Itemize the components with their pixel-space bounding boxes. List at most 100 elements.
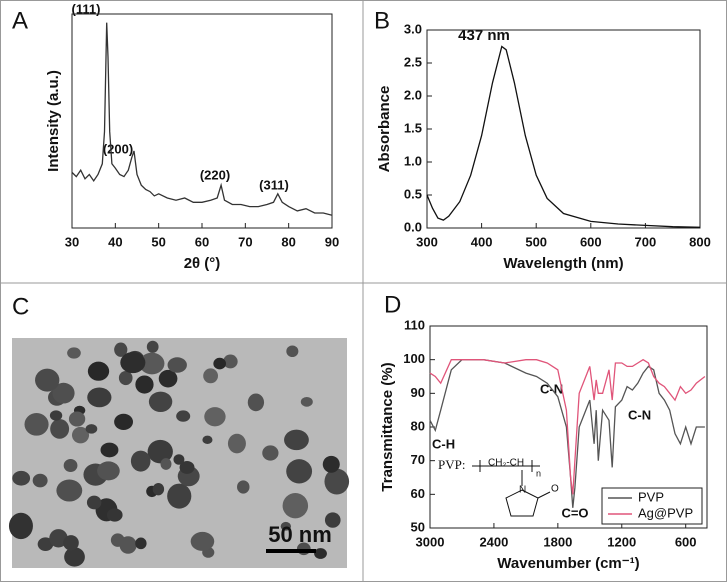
particle bbox=[106, 508, 123, 522]
x-tick-label: 400 bbox=[471, 234, 493, 249]
particle bbox=[97, 461, 120, 481]
scale-bar bbox=[266, 549, 316, 553]
y-tick-label: 70 bbox=[411, 452, 425, 467]
panel-label: A bbox=[12, 7, 28, 34]
particle bbox=[213, 357, 226, 370]
annotation: (311) bbox=[259, 177, 289, 192]
particle bbox=[52, 382, 75, 404]
particle bbox=[204, 407, 226, 427]
x-tick-label: 500 bbox=[525, 234, 547, 249]
particle bbox=[148, 391, 173, 412]
particle bbox=[120, 351, 146, 374]
x-axis-label: 2θ (°) bbox=[184, 255, 221, 272]
y-tick-label: 1.5 bbox=[404, 120, 422, 135]
particle bbox=[286, 459, 313, 484]
y-tick-label: 1.0 bbox=[404, 153, 422, 168]
x-tick-label: 800 bbox=[689, 234, 711, 249]
particle bbox=[49, 410, 63, 421]
y-tick-label: 110 bbox=[404, 317, 425, 332]
particle bbox=[56, 479, 83, 502]
annotation: (111) bbox=[72, 1, 101, 16]
structure-text: n bbox=[536, 468, 541, 478]
structure-text: CH₂-CH bbox=[488, 458, 524, 469]
y-axis-label: Transmittance (%) bbox=[379, 362, 396, 491]
particle bbox=[167, 483, 192, 509]
particle bbox=[203, 368, 218, 384]
legend-label: Ag@PVP bbox=[638, 505, 693, 520]
particle bbox=[114, 342, 128, 357]
annotation: (220) bbox=[200, 167, 230, 182]
panel-label: B bbox=[374, 7, 390, 34]
particle bbox=[247, 393, 265, 412]
particle bbox=[147, 439, 173, 464]
legend-box bbox=[601, 487, 703, 525]
panel-label: C bbox=[12, 293, 29, 320]
particle bbox=[286, 345, 299, 358]
panel-label: D bbox=[384, 291, 401, 318]
y-axis-label: Absorbance bbox=[376, 86, 393, 173]
particle bbox=[87, 387, 112, 408]
y-tick-label: 80 bbox=[411, 418, 425, 433]
x-axis-label: Wavelength (nm) bbox=[503, 255, 623, 272]
annotation: PVP: bbox=[438, 457, 465, 472]
particle bbox=[167, 357, 187, 373]
annotation: C-N bbox=[628, 407, 651, 422]
x-tick-label: 50 bbox=[151, 234, 165, 249]
particle bbox=[64, 547, 85, 567]
particle bbox=[130, 450, 151, 472]
data-line bbox=[71, 22, 333, 216]
particle bbox=[85, 424, 98, 434]
particle bbox=[63, 535, 79, 551]
particle bbox=[223, 354, 238, 369]
y-axis-label: Intensity (a.u.) bbox=[45, 70, 62, 172]
particle bbox=[86, 495, 102, 510]
particle bbox=[114, 413, 134, 431]
particle bbox=[160, 458, 172, 470]
plot-frame bbox=[71, 13, 333, 229]
y-tick-label: 0.0 bbox=[404, 219, 422, 234]
y-tick-label: 0.5 bbox=[404, 186, 422, 201]
structure-text: O bbox=[551, 484, 559, 495]
particle bbox=[71, 426, 90, 444]
y-tick-label: 3.0 bbox=[404, 21, 422, 36]
x-axis-label: Wavenumber (cm⁻¹) bbox=[497, 555, 639, 572]
particle bbox=[37, 537, 54, 551]
image-background bbox=[12, 338, 347, 568]
particle bbox=[110, 533, 125, 547]
particle bbox=[146, 340, 159, 353]
particle bbox=[24, 413, 49, 436]
x-tick-label: 300 bbox=[416, 234, 438, 249]
x-tick-label: 40 bbox=[108, 234, 122, 249]
x-tick-label: 80 bbox=[281, 234, 295, 249]
particle bbox=[87, 361, 110, 381]
x-tick-label: 90 bbox=[325, 234, 339, 249]
particle bbox=[135, 537, 147, 550]
particle bbox=[237, 480, 250, 494]
particle bbox=[158, 369, 178, 388]
particle bbox=[314, 548, 327, 559]
x-tick-label: 1200 bbox=[607, 534, 636, 549]
particle bbox=[202, 435, 213, 445]
x-tick-label: 3000 bbox=[416, 534, 445, 549]
tem-image bbox=[8, 338, 350, 568]
y-tick-label: 100 bbox=[403, 351, 425, 366]
particle bbox=[173, 454, 185, 465]
x-tick-label: 30 bbox=[65, 234, 79, 249]
data-line bbox=[426, 45, 701, 228]
legend-label: PVP bbox=[638, 489, 664, 504]
scale-bar-label: 50 nm bbox=[268, 522, 332, 547]
particle bbox=[324, 468, 350, 495]
particle bbox=[227, 433, 246, 454]
particle bbox=[324, 512, 341, 528]
particle bbox=[67, 347, 81, 359]
x-tick-label: 60 bbox=[195, 234, 209, 249]
particle bbox=[322, 455, 340, 473]
data-line bbox=[429, 359, 705, 508]
x-tick-label: 600 bbox=[580, 234, 602, 249]
particle bbox=[179, 460, 195, 474]
structure-text: N bbox=[519, 485, 526, 496]
particle bbox=[100, 442, 119, 458]
particle bbox=[280, 521, 292, 531]
particle bbox=[63, 458, 78, 472]
